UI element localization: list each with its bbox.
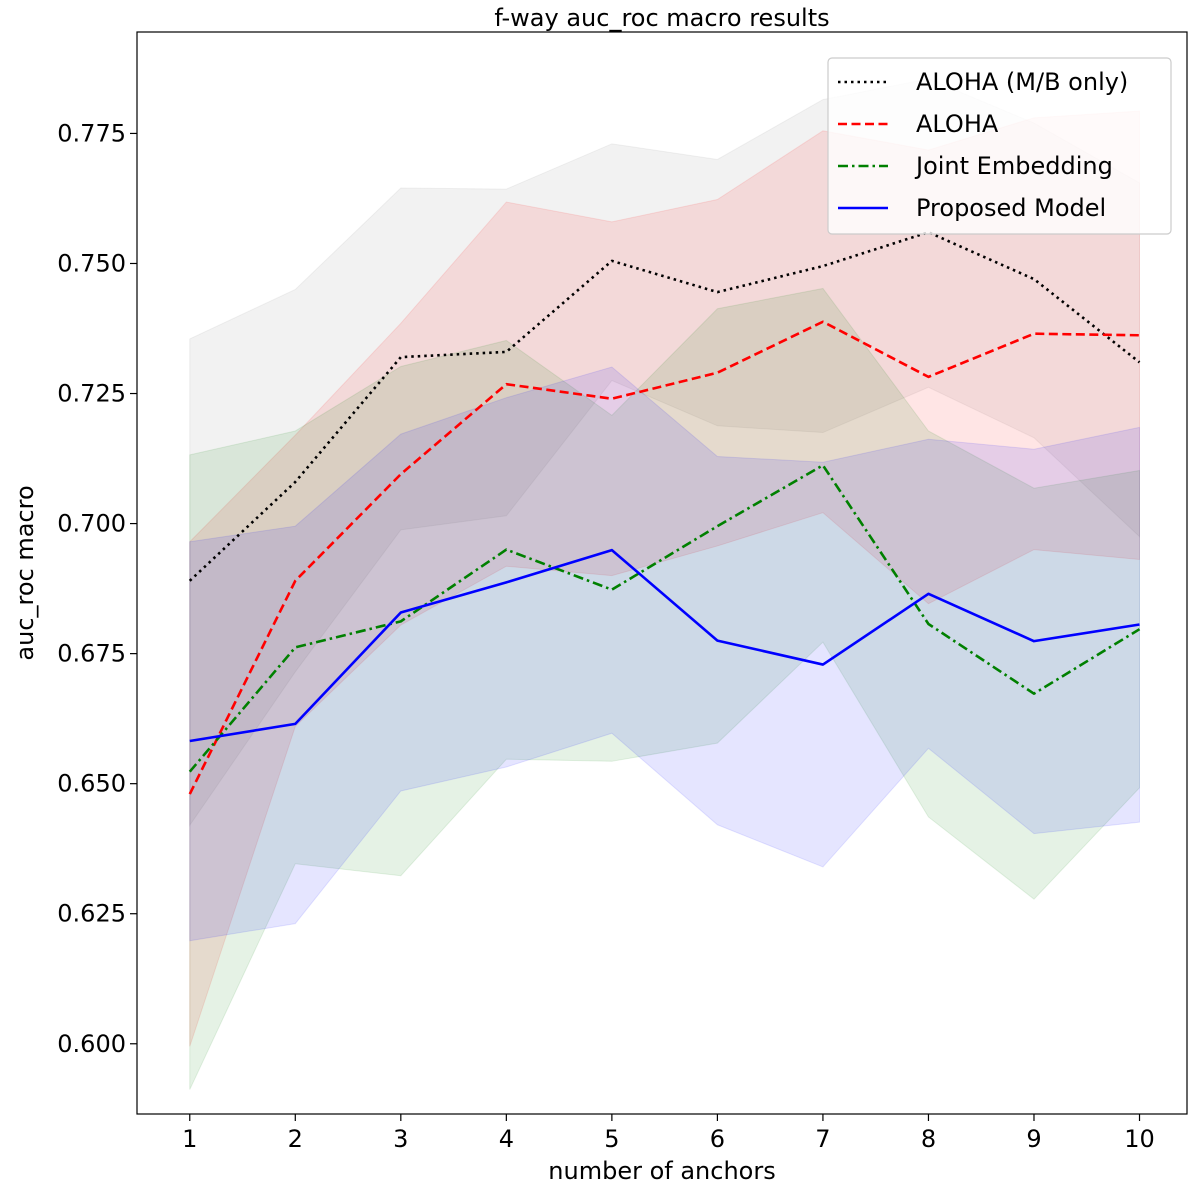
legend-label: Proposed Model xyxy=(916,194,1106,222)
y-tick-label: 0.600 xyxy=(57,1030,126,1058)
x-tick-label: 10 xyxy=(1124,1125,1155,1153)
y-tick-label: 0.625 xyxy=(57,900,126,928)
y-tick-label: 0.700 xyxy=(57,510,126,538)
x-axis-ticks: 1 2 3 4 5 6 7 8 9 10 xyxy=(182,1114,1155,1153)
legend-label: ALOHA xyxy=(916,110,999,138)
confidence-bands xyxy=(189,78,1141,1090)
y-tick-label: 0.650 xyxy=(57,770,126,798)
legend-label: ALOHA (M/B only) xyxy=(916,68,1128,96)
band-proposed-model xyxy=(189,366,1141,942)
x-tick-label: 8 xyxy=(921,1125,936,1153)
line-proposed-model xyxy=(189,548,1140,743)
y-tick-label: 0.775 xyxy=(57,119,126,147)
x-tick-label: 9 xyxy=(1026,1125,1041,1153)
y-tick-label: 0.750 xyxy=(57,249,126,277)
band-joint-embedding xyxy=(189,287,1141,1090)
x-tick-label: 3 xyxy=(393,1125,408,1153)
y-tick-label: 0.725 xyxy=(57,380,126,408)
band-aloha xyxy=(189,110,1141,1047)
x-tick-label: 7 xyxy=(815,1125,830,1153)
line-joint-embedding xyxy=(188,464,1141,773)
x-tick-label: 6 xyxy=(710,1125,725,1153)
plot-frame xyxy=(136,31,1188,1115)
legend: ALOHA (M/B only) ALOHA Joint Embedding Prop… xyxy=(827,57,1172,235)
x-axis-title: number of anchors xyxy=(548,1157,775,1185)
y-axis-ticks: 0.600 0.625 0.650 0.675 0.700 0.725 0.750 0.775 xyxy=(57,119,137,1058)
chart-title: f-way auc_roc macro results xyxy=(494,4,829,32)
y-axis-title: auc_roc macro xyxy=(11,485,39,660)
x-tick-label: 2 xyxy=(288,1125,303,1153)
x-tick-label: 4 xyxy=(499,1125,514,1153)
legend-box xyxy=(827,57,1172,235)
legend-label: Joint Embedding xyxy=(914,152,1113,180)
line-aloha xyxy=(188,320,1140,795)
series-lines xyxy=(188,230,1141,795)
x-tick-label: 1 xyxy=(182,1125,197,1153)
x-tick-label: 5 xyxy=(604,1125,619,1153)
y-tick-label: 0.675 xyxy=(57,640,126,668)
band-aloha-m-b-only xyxy=(189,78,1141,827)
